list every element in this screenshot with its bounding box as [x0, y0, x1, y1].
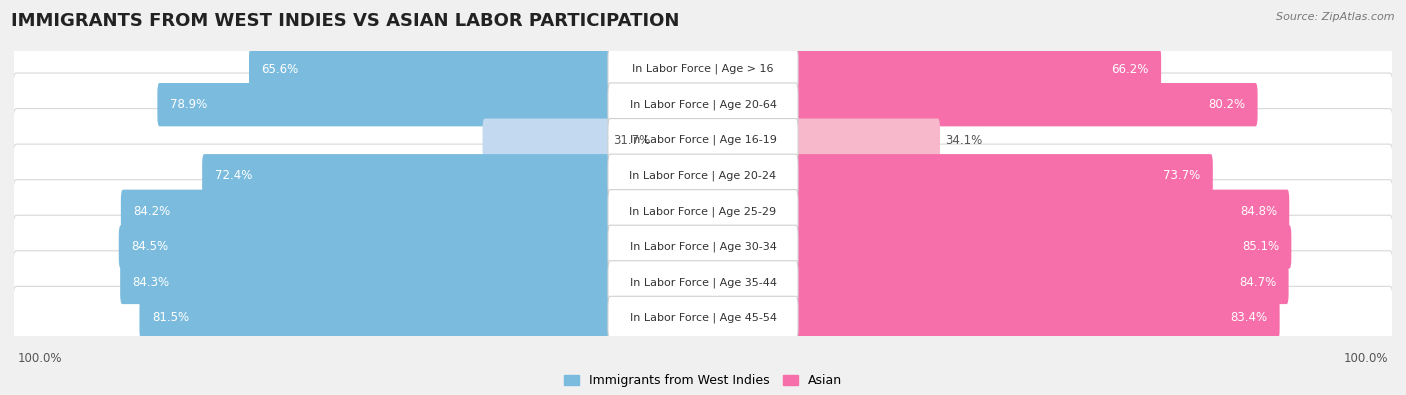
- Text: 85.1%: 85.1%: [1241, 241, 1279, 253]
- FancyBboxPatch shape: [139, 296, 612, 340]
- FancyBboxPatch shape: [13, 109, 1393, 172]
- Text: Source: ZipAtlas.com: Source: ZipAtlas.com: [1277, 12, 1395, 22]
- FancyBboxPatch shape: [157, 83, 612, 126]
- Text: 73.7%: 73.7%: [1163, 169, 1201, 182]
- Text: 81.5%: 81.5%: [152, 312, 188, 324]
- FancyBboxPatch shape: [794, 261, 1289, 304]
- FancyBboxPatch shape: [607, 261, 799, 304]
- Text: 65.6%: 65.6%: [262, 63, 298, 75]
- Text: In Labor Force | Age 45-54: In Labor Force | Age 45-54: [630, 313, 776, 323]
- FancyBboxPatch shape: [121, 190, 612, 233]
- Text: 84.3%: 84.3%: [132, 276, 170, 289]
- Text: In Labor Force | Age 25-29: In Labor Force | Age 25-29: [630, 206, 776, 216]
- Text: In Labor Force | Age > 16: In Labor Force | Age > 16: [633, 64, 773, 74]
- Text: In Labor Force | Age 30-34: In Labor Force | Age 30-34: [630, 242, 776, 252]
- FancyBboxPatch shape: [607, 118, 799, 162]
- FancyBboxPatch shape: [607, 225, 799, 269]
- FancyBboxPatch shape: [13, 144, 1393, 207]
- Text: In Labor Force | Age 20-24: In Labor Force | Age 20-24: [630, 171, 776, 181]
- FancyBboxPatch shape: [607, 154, 799, 198]
- Text: 80.2%: 80.2%: [1208, 98, 1246, 111]
- FancyBboxPatch shape: [202, 154, 612, 198]
- Text: 84.2%: 84.2%: [134, 205, 170, 218]
- FancyBboxPatch shape: [13, 180, 1393, 243]
- Text: 84.8%: 84.8%: [1240, 205, 1277, 218]
- FancyBboxPatch shape: [794, 83, 1257, 126]
- Text: 66.2%: 66.2%: [1111, 63, 1149, 75]
- Text: 78.9%: 78.9%: [170, 98, 207, 111]
- FancyBboxPatch shape: [118, 225, 612, 269]
- Text: 83.4%: 83.4%: [1230, 312, 1267, 324]
- Text: 84.7%: 84.7%: [1239, 276, 1277, 289]
- Text: In Labor Force | Age 35-44: In Labor Force | Age 35-44: [630, 277, 776, 288]
- Text: In Labor Force | Age 20-64: In Labor Force | Age 20-64: [630, 100, 776, 110]
- Text: In Labor Force | Age 16-19: In Labor Force | Age 16-19: [630, 135, 776, 145]
- FancyBboxPatch shape: [794, 118, 941, 162]
- FancyBboxPatch shape: [607, 83, 799, 126]
- FancyBboxPatch shape: [13, 73, 1393, 136]
- FancyBboxPatch shape: [794, 225, 1291, 269]
- FancyBboxPatch shape: [120, 261, 612, 304]
- Text: 72.4%: 72.4%: [215, 169, 252, 182]
- Text: 34.1%: 34.1%: [945, 134, 981, 147]
- Legend: Immigrants from West Indies, Asian: Immigrants from West Indies, Asian: [560, 369, 846, 392]
- Text: 31.7%: 31.7%: [613, 134, 651, 147]
- Text: 100.0%: 100.0%: [17, 352, 62, 365]
- FancyBboxPatch shape: [482, 118, 612, 162]
- FancyBboxPatch shape: [794, 154, 1213, 198]
- FancyBboxPatch shape: [607, 296, 799, 340]
- FancyBboxPatch shape: [13, 286, 1393, 350]
- Text: 84.5%: 84.5%: [131, 241, 169, 253]
- FancyBboxPatch shape: [794, 296, 1279, 340]
- FancyBboxPatch shape: [249, 47, 612, 91]
- FancyBboxPatch shape: [794, 47, 1161, 91]
- FancyBboxPatch shape: [13, 215, 1393, 278]
- FancyBboxPatch shape: [607, 47, 799, 91]
- Text: IMMIGRANTS FROM WEST INDIES VS ASIAN LABOR PARTICIPATION: IMMIGRANTS FROM WEST INDIES VS ASIAN LAB…: [11, 12, 679, 30]
- FancyBboxPatch shape: [13, 38, 1393, 101]
- Text: 100.0%: 100.0%: [1344, 352, 1389, 365]
- FancyBboxPatch shape: [794, 190, 1289, 233]
- FancyBboxPatch shape: [13, 251, 1393, 314]
- FancyBboxPatch shape: [607, 190, 799, 233]
